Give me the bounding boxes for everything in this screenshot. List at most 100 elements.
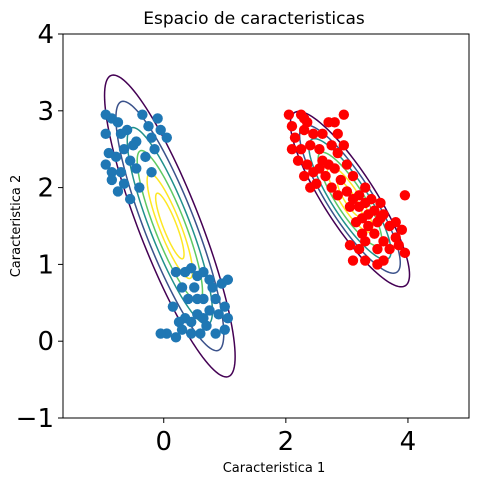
scatter-point	[369, 205, 380, 216]
scatter-point	[106, 174, 118, 186]
scatter-point	[298, 113, 310, 124]
scatter-point	[222, 274, 234, 285]
scatter-point	[112, 186, 124, 197]
scatter-point	[338, 109, 350, 120]
scatter-point	[140, 151, 151, 163]
scatter-point	[112, 117, 124, 128]
scatter-point	[219, 301, 230, 312]
scatter-point	[360, 255, 371, 266]
scatter-point	[366, 193, 377, 205]
scatter-point	[341, 186, 353, 197]
scatter-point	[326, 182, 337, 193]
scatter-point	[329, 117, 340, 128]
scatter-point	[396, 224, 408, 236]
scatter-point	[332, 147, 343, 159]
scatter-point	[137, 109, 148, 120]
scatter-point	[350, 216, 362, 228]
y-tick-label: 0	[37, 327, 54, 357]
scatter-point	[356, 228, 368, 239]
x-tick-label: 2	[278, 427, 295, 457]
scatter-point	[155, 124, 166, 136]
scatter-point	[317, 128, 328, 140]
scatter-point	[353, 243, 365, 255]
scatter-point	[378, 255, 389, 266]
x-axis-label: Caracteristica 1	[223, 461, 326, 476]
scatter-point	[390, 216, 401, 228]
scatter-point	[161, 132, 172, 143]
scatter-point	[198, 293, 209, 305]
scatter-point	[152, 113, 163, 124]
scatter-point	[384, 243, 395, 255]
scatter-point	[363, 220, 374, 232]
scatter-point	[186, 263, 197, 274]
scatter-point	[110, 151, 122, 163]
scatter-point	[305, 140, 316, 151]
scatter-point	[115, 167, 127, 178]
scatter-point	[344, 201, 356, 212]
scatter-point	[298, 170, 310, 182]
scatter-point	[149, 144, 160, 155]
scatter-point	[375, 197, 386, 209]
scatter-point	[207, 282, 218, 293]
scatter-point	[146, 132, 157, 143]
scatter-point	[201, 320, 212, 332]
scatter-point	[393, 240, 404, 251]
scatter-point	[289, 132, 301, 143]
scatter-point	[186, 328, 197, 339]
scatter-point	[347, 170, 359, 182]
scatter-point	[124, 155, 136, 166]
scatter-point	[204, 305, 215, 316]
axes-frame	[62, 33, 470, 419]
x-tick-label: 4	[400, 427, 417, 457]
scatter-point	[182, 293, 194, 305]
contour-line-0-5	[154, 192, 185, 260]
scatter-point	[198, 266, 209, 278]
scatter-point	[286, 144, 298, 155]
scatter-point	[399, 247, 411, 259]
scatter-point	[100, 159, 111, 170]
chart-title: Espacio de caracteristicas	[143, 9, 365, 29]
scatter-point	[353, 190, 365, 201]
scatter-point	[308, 128, 319, 140]
scatter-point	[314, 144, 325, 155]
scatter-point	[213, 309, 224, 320]
scatter-point	[314, 163, 325, 174]
scatter-point	[332, 190, 343, 201]
scatter-point	[189, 282, 200, 293]
scatter-point	[186, 316, 197, 328]
y-tick-label: 1	[37, 250, 54, 280]
scatter-point	[210, 328, 221, 339]
scatter-point	[176, 282, 188, 293]
scatter-point	[167, 301, 179, 312]
scatter-point	[369, 228, 380, 239]
scatter-point	[283, 109, 295, 120]
scatter-point	[170, 332, 182, 343]
y-tick-label: 4	[37, 20, 54, 50]
scatter-point	[100, 128, 111, 140]
scatter-point	[329, 163, 340, 174]
y-tick-label: 2	[37, 174, 54, 204]
scatter-point	[128, 140, 139, 151]
scatter-point	[344, 240, 356, 251]
x-tick-label: 0	[155, 427, 172, 457]
scatter-point	[338, 140, 350, 151]
scatter-point	[131, 163, 142, 174]
contour-line-0-1	[115, 100, 225, 352]
scatter-point	[292, 155, 304, 166]
scatter-point	[378, 236, 389, 247]
scatter-point	[195, 328, 206, 339]
scatter-point	[118, 144, 130, 155]
scatter-point	[335, 174, 346, 186]
scatter-point	[302, 159, 313, 170]
y-axis-label: Caracteristica 2	[9, 175, 24, 278]
scatter-point	[332, 128, 343, 140]
scatter-point	[305, 182, 316, 193]
scatter-point	[219, 324, 230, 335]
scatter-point	[210, 293, 221, 305]
scatter-point	[375, 213, 386, 224]
scatter-point	[372, 243, 383, 255]
scatter-point	[170, 266, 182, 278]
ticks: 0 2 4 −1 0 1 2 3 4	[16, 20, 417, 457]
scatter-point	[124, 193, 136, 205]
scatter-point	[143, 120, 154, 132]
